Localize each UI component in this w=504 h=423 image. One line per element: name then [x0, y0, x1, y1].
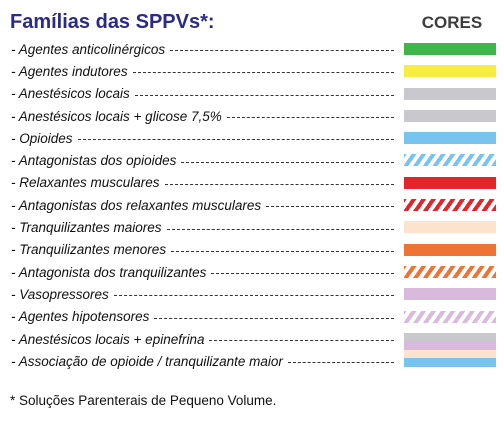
legend-row: - Relaxantes musculares: [0, 172, 504, 194]
drug-family-name: - Tranquilizantes menores: [11, 242, 167, 258]
colors-column-heading: CORES: [421, 13, 483, 32]
color-swatch: [404, 288, 496, 301]
color-swatch: [404, 176, 496, 189]
legend-row: - Anestésicos locais + epinefrina: [0, 328, 504, 367]
legend-label: - Agentes hipotensores: [11, 306, 394, 328]
dotted-leader: [166, 228, 394, 230]
drug-family-name: - Agentes indutores: [11, 63, 128, 79]
legend-label: - Tranquilizantes menores: [11, 239, 394, 261]
color-swatch: [404, 265, 496, 278]
color-legend: - Agentes anticolinérgicos - Agentes indu…: [0, 38, 504, 372]
legend-row: - Agentes hipotensores: [0, 306, 504, 328]
dotted-leader: [171, 250, 394, 252]
legend-row: - Agentes indutores: [0, 60, 504, 82]
legend-label: - Associação de opioide / tranquilizante…: [11, 350, 394, 372]
drug-family-name: - Opioides: [11, 130, 73, 146]
color-swatch: [404, 310, 496, 323]
footnote: * Soluções Parenterais de Pequeno Volume…: [10, 393, 277, 408]
legend-label: - Anestésicos locais: [11, 83, 394, 105]
legend-label: - Anestésicos locais + glicose 7,5%: [11, 105, 394, 127]
color-band: [404, 332, 496, 342]
legend-label: - Tranquilizantes maiores: [11, 216, 394, 238]
legend-label: - Antagonista dos tranquilizantes: [11, 261, 394, 283]
legend-label: - Antagonistas dos relaxantes musculares: [11, 194, 394, 216]
legend-row: - Agentes anticolinérgicos: [0, 38, 504, 60]
dotted-leader: [226, 117, 394, 119]
legend-row: - Vasopressores: [0, 283, 504, 305]
color-swatch: [404, 199, 496, 212]
legend-row: - Tranquilizantes maiores: [0, 216, 504, 238]
drug-family-name: - Associação de opioide / tranquilizante…: [11, 353, 283, 369]
color-swatch: [404, 87, 496, 100]
legend-label: - Vasopressores: [11, 283, 394, 305]
legend-label: - Relaxantes musculares: [11, 172, 394, 194]
color-swatch: [404, 109, 496, 122]
drug-family-name: - Antagonista dos tranquilizantes: [11, 264, 207, 280]
color-band: [404, 349, 496, 359]
drug-family-name: - Antagonistas dos relaxantes musculares: [11, 197, 262, 213]
dotted-leader: [170, 50, 394, 52]
legend-label: - Agentes anticolinérgicos: [11, 38, 394, 60]
legend-label: - Anestésicos locais + epinefrina: [11, 328, 394, 350]
legend-label: - Opioides: [11, 127, 394, 149]
legend-row: - Anestésicos locais + glicose 7,5%: [0, 105, 504, 127]
dotted-leader: [211, 273, 394, 275]
color-swatch: [404, 332, 496, 367]
legend-row: - Tranquilizantes menores: [0, 239, 504, 261]
color-swatch: [404, 132, 496, 145]
dotted-leader: [113, 295, 394, 297]
legend-label: - Agentes indutores: [11, 60, 394, 82]
dotted-leader: [134, 94, 394, 96]
drug-family-name: - Anestésicos locais: [11, 86, 130, 102]
drug-family-name: - Agentes anticolinérgicos: [11, 41, 166, 57]
dotted-leader: [132, 72, 394, 74]
dotted-leader: [287, 362, 394, 364]
color-band: [404, 358, 496, 367]
drug-family-name: - Antagonistas dos opioides: [11, 153, 177, 169]
legend-row: - Antagonistas dos opioides: [0, 149, 504, 171]
color-swatch: [404, 221, 496, 234]
drug-family-name: - Tranquilizantes maiores: [11, 220, 162, 236]
dotted-leader: [164, 183, 394, 185]
drug-family-name: - Anestésicos locais + glicose 7,5%: [11, 108, 222, 124]
legend-row: - Antagonista dos tranquilizantes: [0, 261, 504, 283]
dotted-leader: [209, 340, 394, 341]
legend-row: - Antagonistas dos relaxantes musculares: [0, 194, 504, 216]
legend-row: - Associação de opioide / tranquilizante…: [0, 350, 504, 372]
dotted-leader: [154, 317, 394, 319]
drug-family-name: - Anestésicos locais + epinefrina: [11, 331, 205, 347]
color-swatch: [404, 154, 496, 167]
drug-family-name: - Agentes hipotensores: [11, 309, 150, 325]
color-swatch: [404, 43, 496, 55]
dotted-leader: [77, 139, 394, 141]
dotted-leader: [266, 206, 394, 208]
color-swatch: [404, 243, 496, 256]
drug-family-name: - Relaxantes musculares: [11, 175, 160, 191]
color-band: [404, 341, 496, 350]
legend-label: - Antagonistas dos opioides: [11, 149, 394, 171]
legend-row: - Anestésicos locais: [0, 83, 504, 105]
page-title: Famílias das SPPVs*:: [10, 11, 215, 33]
drug-family-name: - Vasopressores: [11, 286, 109, 302]
legend-row: - Opioides: [0, 127, 504, 149]
color-swatch: [404, 65, 496, 78]
dotted-leader: [181, 161, 394, 163]
